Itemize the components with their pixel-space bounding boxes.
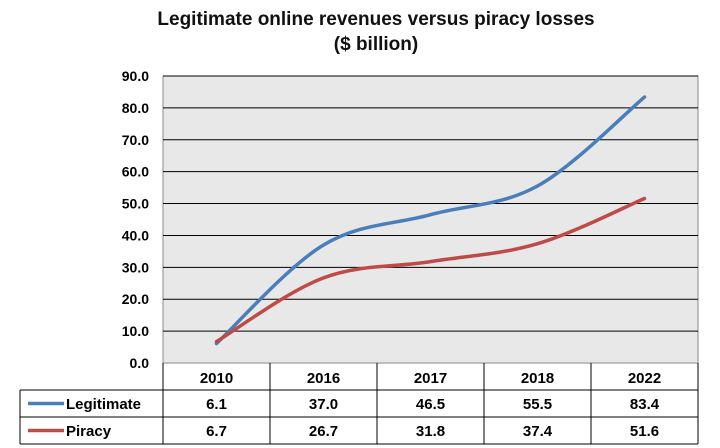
series-lines [214, 95, 647, 346]
x-category-label: 2010 [200, 370, 233, 387]
chart-title-line-1: Legitimate online revenues versus piracy… [157, 9, 594, 30]
data-point-piracy [536, 242, 539, 246]
y-tick-label: 10.0 [122, 323, 149, 339]
data-point-piracy [215, 340, 218, 344]
gridlines [163, 75, 698, 332]
y-tick-label: 20.0 [122, 291, 149, 307]
data-point-piracy [429, 260, 432, 264]
data-label-legitimate: 83.4 [630, 396, 660, 413]
data-label-piracy: 37.4 [523, 423, 553, 440]
y-tick-label: 70.0 [122, 132, 149, 148]
data-table: 2010 2016 2017 2018 2022 Legitimate 6.1 37.0 46.… [19, 363, 699, 445]
data-point-legitimate [322, 243, 325, 247]
y-tick-label: 60.0 [122, 164, 149, 180]
x-category-label: 2022 [628, 370, 661, 387]
data-label-legitimate: 55.5 [523, 396, 552, 413]
data-point-legitimate [429, 213, 432, 217]
y-tick-label: 0.0 [130, 355, 150, 371]
plot-area [162, 75, 699, 364]
x-category-label: 2017 [414, 370, 447, 387]
x-category-label: 2018 [521, 370, 554, 387]
data-label-legitimate: 6.1 [206, 396, 227, 413]
data-point-legitimate [536, 184, 539, 188]
data-label-piracy: 26.7 [309, 423, 338, 440]
y-tick-label: 90.0 [122, 68, 149, 84]
data-point-piracy [322, 276, 325, 280]
legend-label-legitimate: Legitimate [66, 396, 141, 413]
data-label-piracy: 6.7 [206, 423, 227, 440]
y-tick-label: 80.0 [122, 100, 149, 116]
data-label-legitimate: 46.5 [416, 396, 445, 413]
legend-label-piracy: Piracy [66, 423, 112, 440]
data-point-piracy [643, 196, 646, 200]
y-axis: 0.0 10.0 20.0 30.0 40.0 50.0 60.0 70.0 80.0 90.0 [122, 68, 149, 371]
data-point-legitimate [643, 95, 646, 99]
y-tick-label: 30.0 [122, 259, 149, 275]
y-tick-label: 40.0 [122, 227, 149, 243]
data-label-piracy: 31.8 [416, 423, 445, 440]
x-category-label: 2016 [307, 370, 340, 387]
y-tick-label: 50.0 [122, 196, 149, 212]
data-label-piracy: 51.6 [630, 423, 659, 440]
data-label-legitimate: 37.0 [309, 396, 338, 413]
chart-title-line-2: ($ billion) [334, 34, 418, 55]
